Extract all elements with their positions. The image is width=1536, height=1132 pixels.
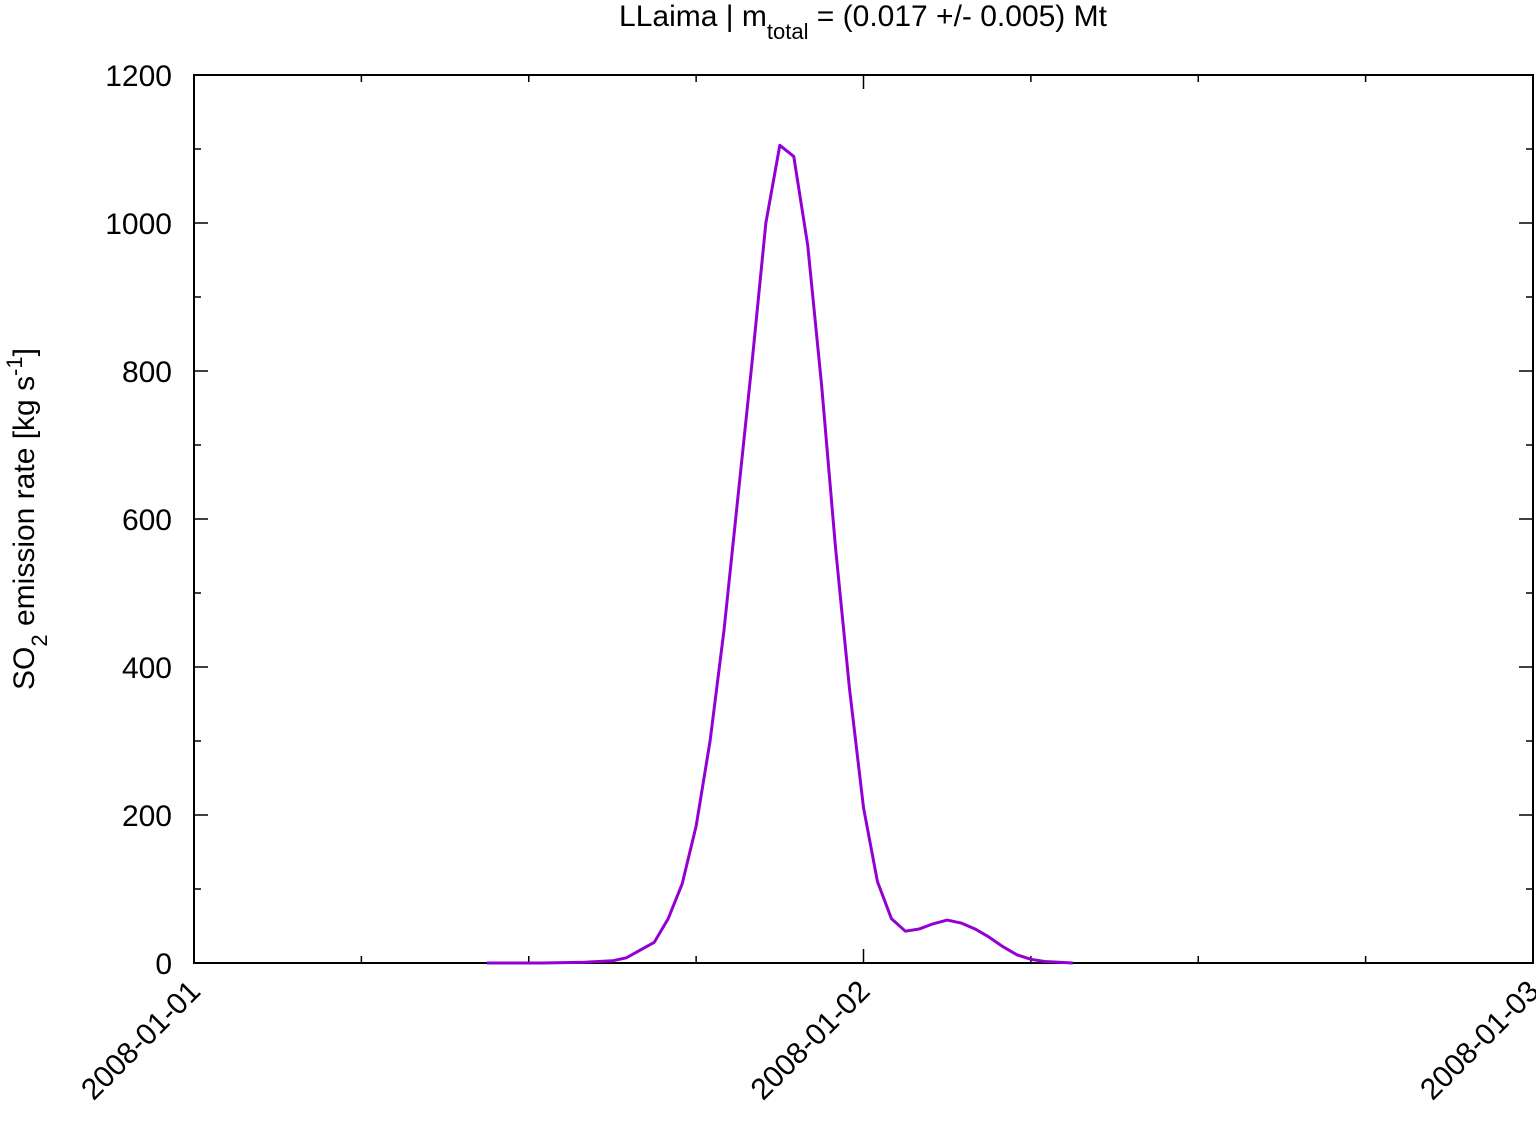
y-tick-label: 400	[122, 652, 172, 685]
plot-frame	[193, 74, 1534, 964]
chart-title: LLaima | mtotal = (0.017 +/- 0.005) Mt	[619, 0, 1108, 44]
y-tick-label: 200	[122, 800, 172, 833]
x-tick-label: 2008-01-02	[745, 975, 877, 1107]
title-part: total	[767, 19, 809, 44]
ylabel-part: 2	[27, 634, 52, 646]
data-line	[486, 143, 1073, 965]
title-part: = (0.017 +/- 0.005) Mt	[808, 0, 1107, 33]
ylabel-part: -1	[2, 356, 27, 376]
x-tick-label: 2008-01-01	[75, 975, 207, 1107]
y-tick-label: 1000	[105, 208, 172, 241]
x-tick-label: 2008-01-03	[1414, 975, 1536, 1107]
y-tick-label: 0	[155, 948, 172, 981]
y-tick-label: 600	[122, 504, 172, 537]
title-part: LLaima | m	[619, 0, 767, 33]
y-axis-label: SO2 emission rate [kg s-1]	[2, 348, 52, 690]
ylabel-part: SO	[8, 647, 41, 690]
y-tick-label: 800	[122, 356, 172, 389]
ylabel-part: ]	[8, 348, 41, 356]
y-tick-label: 1200	[105, 60, 172, 93]
ylabel-part: emission rate [kg s	[8, 376, 41, 634]
